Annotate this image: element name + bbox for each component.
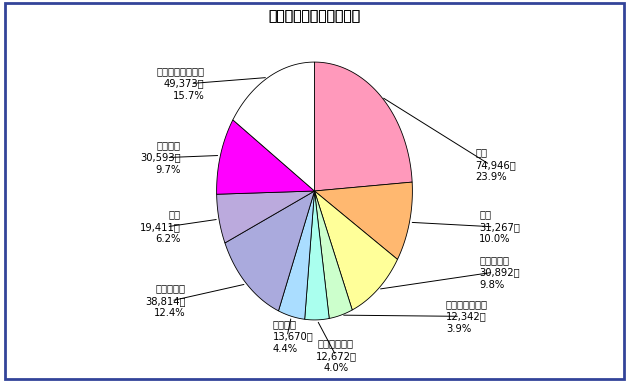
Polygon shape <box>314 191 398 310</box>
Polygon shape <box>314 191 352 319</box>
Polygon shape <box>279 191 314 319</box>
Text: 食料
74,946円
23.9%: 食料 74,946円 23.9% <box>476 147 516 182</box>
Text: 保健医療
13,670円
4.4%: 保健医療 13,670円 4.4% <box>273 319 313 354</box>
Text: 教育
19,411円
6.2%: 教育 19,411円 6.2% <box>140 209 181 244</box>
Polygon shape <box>216 191 314 243</box>
Text: 住居
31,267円
10.0%: 住居 31,267円 10.0% <box>479 209 520 244</box>
Polygon shape <box>225 191 314 311</box>
Polygon shape <box>314 182 413 259</box>
Text: 教養娯楽
30,593円
9.7%: 教養娯楽 30,593円 9.7% <box>140 140 181 175</box>
Text: 光熱・水道
30,892円
9.8%: 光熱・水道 30,892円 9.8% <box>479 255 520 290</box>
Polygon shape <box>304 191 329 320</box>
Polygon shape <box>233 62 314 191</box>
Polygon shape <box>314 62 412 191</box>
Text: 家具・家事用品
12,342円
3.9%: 家具・家事用品 12,342円 3.9% <box>446 299 488 334</box>
Polygon shape <box>216 120 314 194</box>
Text: 被服及び履物
12,672円
4.0%: 被服及び履物 12,672円 4.0% <box>316 338 357 373</box>
Text: 消費支出の費目別構成比: 消費支出の費目別構成比 <box>269 10 360 24</box>
Text: 消費支出の費目別構成比: 消費支出の費目別構成比 <box>269 10 360 24</box>
Text: その他の消費支出
49,373円
15.7%: その他の消費支出 49,373円 15.7% <box>157 66 204 101</box>
Text: 交通・通信
38,814円
12.4%: 交通・通信 38,814円 12.4% <box>145 283 186 318</box>
